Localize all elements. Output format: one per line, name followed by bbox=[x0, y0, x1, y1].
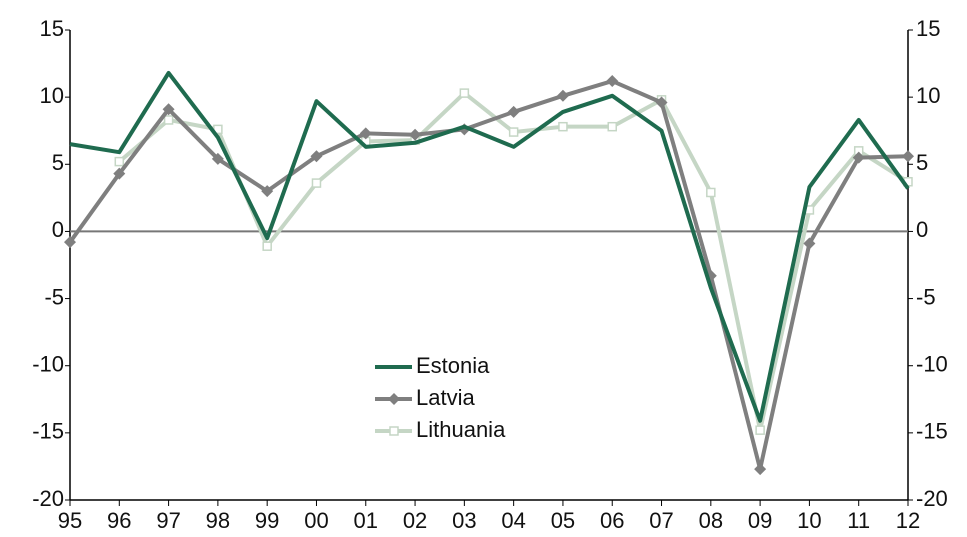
point bbox=[558, 121, 568, 132]
legend-label: Estonia bbox=[416, 353, 490, 378]
series-line bbox=[69, 70, 910, 423]
legend-marker bbox=[389, 426, 399, 436]
x-tick-label: 99 bbox=[255, 508, 279, 533]
legend-label: Lithuania bbox=[416, 417, 506, 442]
point bbox=[359, 127, 372, 140]
x-tick-label: 04 bbox=[501, 508, 525, 533]
y-tick-label: 10 bbox=[40, 83, 64, 108]
x-tick-label: 00 bbox=[304, 508, 328, 533]
point bbox=[754, 463, 767, 476]
x-tick-label: 07 bbox=[649, 508, 673, 533]
point bbox=[556, 89, 569, 102]
y-tick-label: -15 bbox=[32, 419, 64, 444]
y2-tick-label: -5 bbox=[916, 284, 936, 309]
x-tick-label: 06 bbox=[600, 508, 624, 533]
x-tick-label: 98 bbox=[206, 508, 230, 533]
point bbox=[261, 185, 274, 198]
point bbox=[163, 115, 174, 125]
point bbox=[113, 167, 126, 180]
point bbox=[409, 128, 422, 141]
y2-tick-label: 10 bbox=[916, 83, 940, 108]
point bbox=[655, 96, 668, 109]
x-tick-label: 97 bbox=[156, 508, 180, 533]
x-tick-label: 05 bbox=[551, 508, 575, 533]
y-tick-label: -20 bbox=[32, 486, 64, 511]
point bbox=[114, 156, 125, 167]
series-line bbox=[68, 79, 909, 472]
series-line bbox=[118, 91, 910, 433]
point bbox=[508, 127, 519, 137]
x-tick-label: 01 bbox=[354, 508, 378, 533]
point bbox=[803, 237, 816, 250]
y-tick-label: -10 bbox=[32, 352, 64, 377]
x-tick-label: 03 bbox=[452, 508, 476, 533]
x-tick-label: 12 bbox=[896, 508, 920, 533]
y-tick-label: 0 bbox=[52, 217, 64, 242]
y-tick-label: 15 bbox=[40, 16, 64, 41]
y-tick-label: 5 bbox=[52, 150, 64, 175]
y2-tick-label: 5 bbox=[916, 150, 928, 175]
x-tick-label: 95 bbox=[58, 508, 82, 533]
x-tick-label: 08 bbox=[699, 508, 723, 533]
point bbox=[607, 121, 617, 132]
legend-marker bbox=[388, 393, 400, 405]
x-tick-label: 09 bbox=[748, 508, 772, 533]
point bbox=[902, 150, 914, 163]
x-tick-label: 10 bbox=[797, 508, 821, 533]
point bbox=[262, 241, 272, 251]
y2-tick-label: 0 bbox=[916, 217, 928, 242]
point bbox=[211, 152, 224, 165]
point bbox=[507, 105, 520, 118]
point bbox=[310, 150, 323, 163]
y2-tick-label: -10 bbox=[916, 352, 948, 377]
y2-tick-label: 15 bbox=[916, 16, 940, 41]
point bbox=[459, 88, 470, 98]
y2-tick-label: -20 bbox=[916, 486, 948, 511]
point bbox=[311, 178, 322, 188]
point bbox=[706, 187, 716, 198]
y2-tick-label: -15 bbox=[916, 419, 948, 444]
x-tick-label: 96 bbox=[107, 508, 131, 533]
x-tick-label: 02 bbox=[403, 508, 427, 533]
point bbox=[64, 236, 76, 249]
x-tick-label: 11 bbox=[847, 508, 870, 533]
y-tick-label: -5 bbox=[44, 284, 64, 309]
point bbox=[755, 425, 765, 435]
point bbox=[606, 75, 619, 88]
point bbox=[852, 151, 865, 164]
legend-label: Latvia bbox=[416, 385, 475, 410]
point bbox=[162, 103, 175, 116]
